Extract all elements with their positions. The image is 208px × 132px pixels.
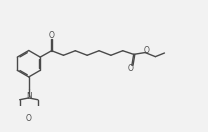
Text: O: O <box>26 114 32 123</box>
Text: O: O <box>128 64 134 73</box>
Text: O: O <box>144 46 150 55</box>
Text: O: O <box>49 31 54 40</box>
Text: N: N <box>26 92 32 101</box>
